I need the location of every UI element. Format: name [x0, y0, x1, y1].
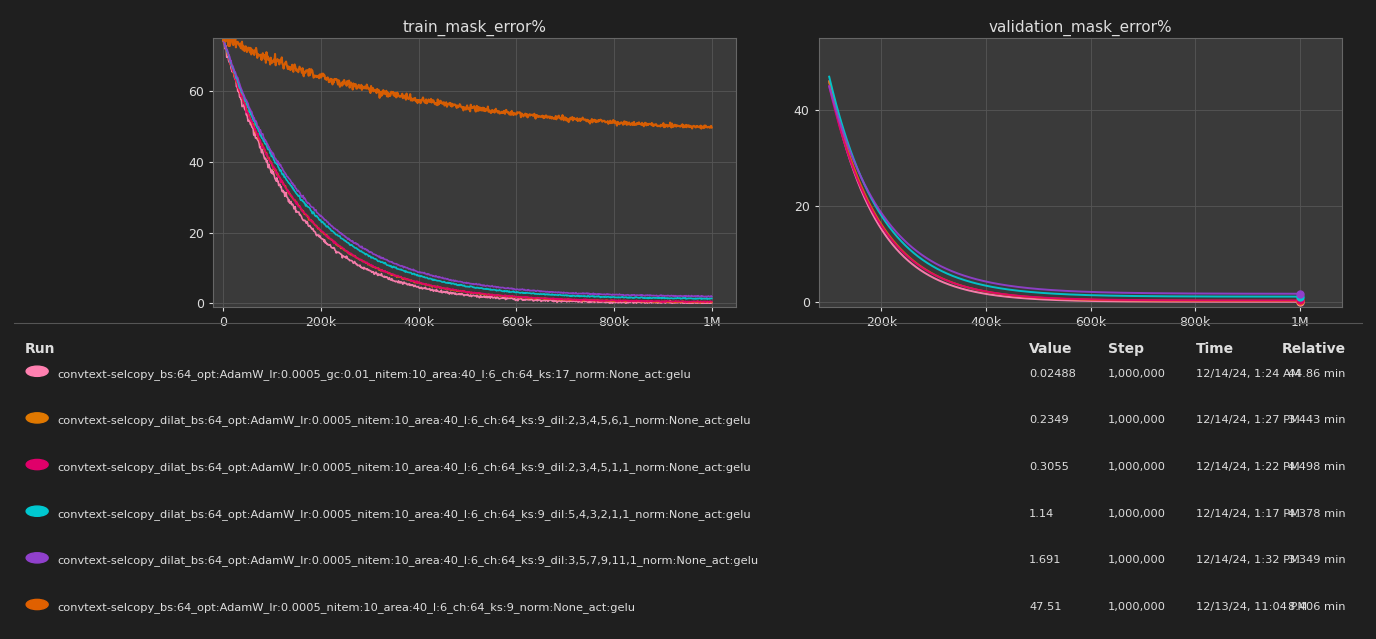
Title: validation_mask_error%: validation_mask_error% — [988, 19, 1172, 36]
Text: 3.349 min: 3.349 min — [1288, 555, 1346, 566]
Text: 1.691: 1.691 — [1029, 555, 1062, 566]
Text: convtext-selcopy_bs:64_opt:AdamW_lr:0.0005_nitem:10_area:40_l:6_ch:64_ks:9_norm:: convtext-selcopy_bs:64_opt:AdamW_lr:0.00… — [58, 602, 636, 613]
Text: Step: Step — [1108, 342, 1143, 356]
Text: 1,000,000: 1,000,000 — [1108, 509, 1165, 519]
Text: Time: Time — [1196, 342, 1234, 356]
Text: 12/14/24, 1:22 PM: 12/14/24, 1:22 PM — [1196, 462, 1299, 472]
Title: train_mask_error%: train_mask_error% — [403, 19, 546, 36]
Text: 1,000,000: 1,000,000 — [1108, 555, 1165, 566]
Text: 1.14: 1.14 — [1029, 509, 1054, 519]
Text: 12/13/24, 11:04 PM: 12/13/24, 11:04 PM — [1196, 602, 1307, 612]
Text: 1,000,000: 1,000,000 — [1108, 462, 1165, 472]
Text: 12/14/24, 1:17 PM: 12/14/24, 1:17 PM — [1196, 509, 1300, 519]
Text: convtext-selcopy_dilat_bs:64_opt:AdamW_lr:0.0005_nitem:10_area:40_l:6_ch:64_ks:9: convtext-selcopy_dilat_bs:64_opt:AdamW_l… — [58, 462, 751, 473]
Text: 1,000,000: 1,000,000 — [1108, 369, 1165, 379]
Text: 47.51: 47.51 — [1029, 602, 1062, 612]
Text: convtext-selcopy_dilat_bs:64_opt:AdamW_lr:0.0005_nitem:10_area:40_l:6_ch:64_ks:9: convtext-selcopy_dilat_bs:64_opt:AdamW_l… — [58, 509, 751, 520]
Text: Run: Run — [25, 342, 55, 356]
Text: 4.378 min: 4.378 min — [1288, 509, 1346, 519]
Text: 4.498 min: 4.498 min — [1288, 462, 1346, 472]
Text: convtext-selcopy_bs:64_opt:AdamW_lr:0.0005_gc:0.01_nitem:10_area:40_l:6_ch:64_ks: convtext-selcopy_bs:64_opt:AdamW_lr:0.00… — [58, 369, 692, 380]
Text: 3.443 min: 3.443 min — [1288, 415, 1346, 426]
Text: 1,000,000: 1,000,000 — [1108, 415, 1165, 426]
Text: Relative: Relative — [1281, 342, 1346, 356]
Text: 0.3055: 0.3055 — [1029, 462, 1069, 472]
Text: convtext-selcopy_dilat_bs:64_opt:AdamW_lr:0.0005_nitem:10_area:40_l:6_ch:64_ks:9: convtext-selcopy_dilat_bs:64_opt:AdamW_l… — [58, 415, 751, 426]
Text: 0.02488: 0.02488 — [1029, 369, 1076, 379]
Text: 12/14/24, 1:27 PM: 12/14/24, 1:27 PM — [1196, 415, 1299, 426]
Text: 12/14/24, 1:32 PM: 12/14/24, 1:32 PM — [1196, 555, 1299, 566]
Text: Value: Value — [1029, 342, 1073, 356]
Text: convtext-selcopy_dilat_bs:64_opt:AdamW_lr:0.0005_nitem:10_area:40_l:6_ch:64_ks:9: convtext-selcopy_dilat_bs:64_opt:AdamW_l… — [58, 555, 760, 566]
Text: 12/14/24, 1:24 AM: 12/14/24, 1:24 AM — [1196, 369, 1300, 379]
Text: 44.86 min: 44.86 min — [1288, 369, 1346, 379]
Text: 0.2349: 0.2349 — [1029, 415, 1069, 426]
Text: 1,000,000: 1,000,000 — [1108, 602, 1165, 612]
Text: 8.406 min: 8.406 min — [1288, 602, 1346, 612]
